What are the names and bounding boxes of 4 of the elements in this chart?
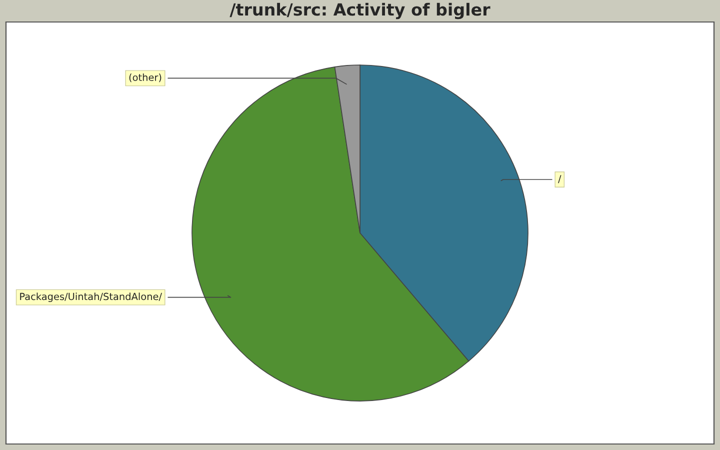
chart-title: /trunk/src: Activity of bigler [230,2,490,20]
slice-label: Packages/Uintah/StandAlone/ [20,292,162,302]
slice-label: (other) [129,74,162,82]
slice-label: / [558,175,562,184]
